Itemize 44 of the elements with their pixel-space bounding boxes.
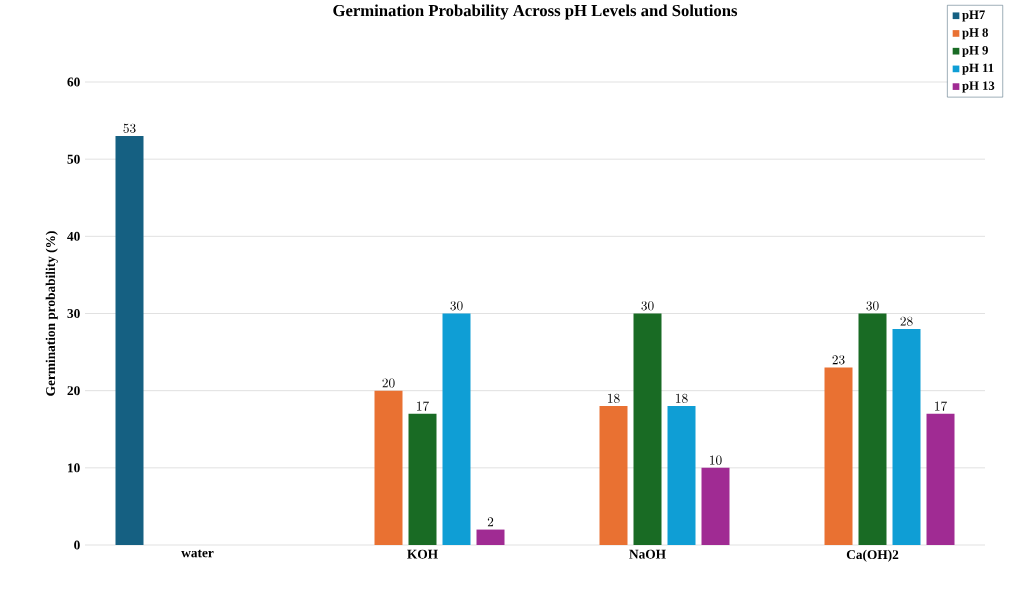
y-tick-label: 20	[67, 386, 80, 396]
bar	[442, 313, 471, 545]
data-label: 30	[641, 301, 654, 311]
bar	[824, 367, 853, 545]
x-tick-label: water	[181, 549, 214, 558]
y-tick-label: 30	[67, 309, 80, 318]
x-tick-label: Ca(OH)2	[846, 549, 899, 562]
data-label: 53	[123, 123, 136, 133]
bar	[408, 413, 437, 545]
data-label: 2	[487, 517, 494, 527]
chart-title: Germination Probability Across pH Levels and Solutions	[333, 4, 738, 20]
y-tick-label: 10	[68, 463, 80, 473]
legend-label: pH 9	[962, 45, 988, 58]
data-label: 17	[935, 401, 947, 411]
bar	[892, 328, 921, 545]
data-label: 30	[450, 301, 463, 311]
legend-label: pH7	[962, 10, 985, 22]
bar	[476, 529, 505, 545]
legend-label: pH 8	[962, 28, 988, 40]
x-tick-label: NaOH	[629, 549, 666, 559]
x-tick-label: KOH	[407, 549, 438, 559]
y-tick-label: 40	[67, 231, 80, 241]
bar	[701, 467, 730, 545]
y-tick-label: 50	[67, 154, 80, 164]
bar	[926, 413, 955, 545]
bar	[374, 390, 403, 545]
data-label: 17	[417, 401, 429, 411]
data-label: 10	[710, 455, 722, 465]
data-label: 28	[900, 316, 913, 326]
data-label: 20	[382, 378, 395, 388]
y-axis-title: Germination probability (%)	[45, 231, 58, 396]
legend-label: pH 11	[962, 63, 994, 75]
data-label: 30	[866, 301, 879, 311]
data-label: 23	[832, 355, 845, 365]
y-tick-label: 60	[67, 77, 80, 87]
bar	[667, 406, 696, 545]
data-label: 18	[676, 393, 688, 404]
bar	[633, 313, 662, 545]
bar	[115, 136, 144, 545]
bar	[858, 313, 887, 545]
data-label: 18	[608, 393, 620, 404]
y-tick-label: 0	[74, 540, 80, 550]
bar	[599, 406, 628, 545]
legend-label: pH 13	[962, 81, 995, 93]
